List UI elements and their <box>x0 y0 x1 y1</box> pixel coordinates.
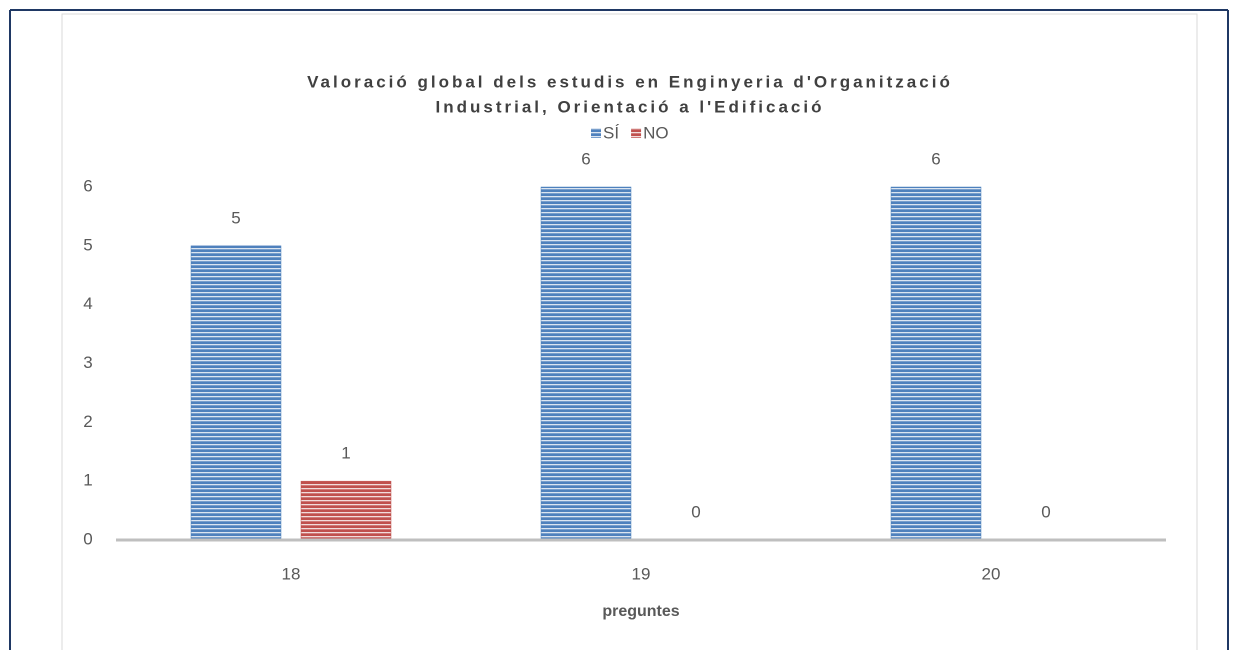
bar <box>540 186 632 541</box>
y-tick-label: 0 <box>83 529 92 548</box>
chart-title: Valoració global dels estudis en Enginye… <box>307 72 953 91</box>
legend-swatch <box>591 128 601 138</box>
data-label: 0 <box>1041 502 1050 521</box>
y-tick-label: 4 <box>83 294 92 313</box>
bar <box>300 480 392 541</box>
data-label: 5 <box>231 208 240 227</box>
x-tick-label: 19 <box>632 564 651 583</box>
y-tick-label: 2 <box>83 412 92 431</box>
legend-label: SÍ <box>603 123 619 142</box>
y-tick-label: 3 <box>83 353 92 372</box>
y-tick-label: 1 <box>83 471 92 490</box>
legend-swatch <box>631 128 642 138</box>
legend-label: NO <box>643 123 669 142</box>
data-label: 6 <box>581 149 590 168</box>
chart-area <box>61 13 1198 650</box>
bar <box>890 186 982 541</box>
data-label: 6 <box>931 149 940 168</box>
bar <box>190 245 282 541</box>
y-tick-label: 5 <box>83 235 92 254</box>
data-label: 1 <box>341 444 350 463</box>
x-axis-label: preguntes <box>602 603 679 620</box>
y-tick-label: 6 <box>83 176 92 195</box>
data-label: 0 <box>691 502 700 521</box>
chart-title: Industrial, Orientació a l'Edificació <box>435 97 824 116</box>
x-tick-label: 20 <box>982 564 1001 583</box>
x-tick-label: 18 <box>282 564 301 583</box>
